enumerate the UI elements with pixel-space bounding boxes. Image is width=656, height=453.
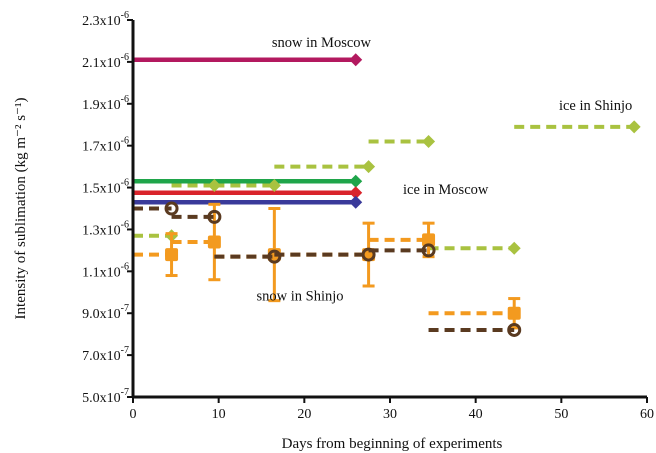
x-tick-label: 60 xyxy=(640,407,654,422)
data-point xyxy=(349,195,363,209)
data-point xyxy=(422,233,436,247)
data-point xyxy=(362,160,376,174)
y-tick-label: 1.1x10-6 xyxy=(82,261,129,280)
data-point xyxy=(349,174,363,188)
y-tick-label: 5.0x10-7 xyxy=(82,387,129,406)
data-point xyxy=(207,209,222,224)
y-tick-label: 1.5x10-6 xyxy=(82,178,129,197)
y-tick-label: 1.3x10-6 xyxy=(82,219,129,238)
x-axis-title: Days from beginning of experiments xyxy=(282,436,503,452)
data-point xyxy=(349,186,363,200)
data-point xyxy=(361,247,376,262)
annotations: snow in Moscow ice in Moscow ice in Shinjo… xyxy=(257,35,633,304)
data-point xyxy=(207,235,221,249)
data-point xyxy=(421,243,436,258)
x-tick-label: 30 xyxy=(383,407,397,422)
y-tick-label: 1.9x10-6 xyxy=(82,94,129,113)
series-6 xyxy=(133,201,522,337)
data-point xyxy=(207,178,221,192)
data-point xyxy=(267,178,281,192)
y-tick-label: 7.0x10-7 xyxy=(82,345,129,364)
y-axis-title: Intensity of sublimation (kg m⁻² s⁻¹) xyxy=(13,98,29,320)
axes-layer: 5.0x10-7 7.0x10-7 9.0x10-7 1.1x10-6 1.3x10-6… xyxy=(82,10,654,422)
data-point xyxy=(164,201,179,216)
data-point xyxy=(349,53,363,67)
x-tick-label: 10 xyxy=(212,407,226,422)
x-tick-label: 40 xyxy=(469,407,483,422)
series-0 xyxy=(133,53,363,67)
annotation-label: snow in Shinjo xyxy=(257,289,344,305)
series-4 xyxy=(133,120,641,255)
y-tick-label: 2.3x10-6 xyxy=(82,10,129,29)
data-point xyxy=(507,322,522,337)
series-layer xyxy=(133,53,641,337)
data-point xyxy=(165,248,179,262)
series-2 xyxy=(133,186,363,200)
data-point xyxy=(422,134,436,148)
x-tick-label: 20 xyxy=(297,407,311,422)
x-tick-label: 50 xyxy=(554,407,568,422)
x-tick-label: 0 xyxy=(130,407,137,422)
data-point xyxy=(627,120,641,134)
y-tick-label: 1.7x10-6 xyxy=(82,136,129,155)
series-5 xyxy=(133,202,521,330)
data-point xyxy=(267,249,282,264)
data-point xyxy=(507,241,521,255)
annotation-label: ice in Shinjo xyxy=(559,98,632,114)
series-1 xyxy=(133,174,363,188)
annotation-label: snow in Moscow xyxy=(272,35,372,51)
data-point xyxy=(507,306,521,320)
y-tick-label: 2.1x10-6 xyxy=(82,52,129,71)
annotation-label: ice in Moscow xyxy=(403,182,489,198)
y-tick-label: 9.0x10-7 xyxy=(82,303,129,322)
